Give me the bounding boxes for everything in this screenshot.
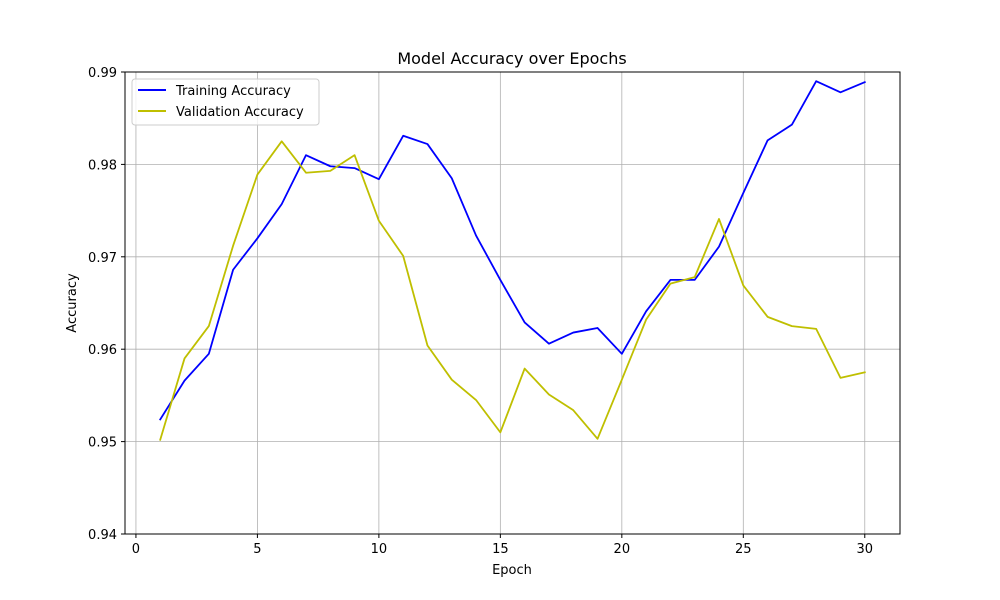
x-axis-label: Epoch — [492, 563, 532, 578]
x-tick-label: 15 — [492, 542, 509, 557]
legend-label-validation: Validation Accuracy — [176, 105, 304, 120]
validation-accuracy-line — [159, 140, 866, 441]
axis-ticks: 0 5 10 15 20 25 30 0.94 0.95 0.96 0.97 0.98 0.99 — [88, 66, 873, 557]
chart-title: Model Accuracy over Epochs — [397, 49, 626, 68]
x-tick-label: 10 — [371, 542, 388, 557]
y-tick-label: 0.96 — [88, 343, 117, 358]
y-tick-label: 0.94 — [88, 528, 117, 543]
x-tick-label: 30 — [856, 542, 873, 557]
legend-box — [131, 78, 320, 126]
x-tick-label: 25 — [735, 542, 752, 557]
legend-label-training: Training Accuracy — [175, 84, 291, 99]
x-tick-label: 20 — [614, 542, 631, 557]
series-lines — [158, 80, 866, 441]
training-accuracy-line — [158, 80, 866, 421]
y-tick-label: 0.99 — [88, 66, 117, 81]
y-tick-label: 0.95 — [88, 436, 117, 451]
y-tick-label: 0.97 — [88, 251, 117, 266]
y-tick-label: 0.98 — [88, 158, 117, 173]
legend: Training Accuracy Validation Accuracy — [131, 78, 320, 126]
x-tick-label: 0 — [132, 542, 140, 557]
y-axis-label: Accuracy — [65, 273, 80, 333]
plot-frame — [124, 71, 901, 535]
x-tick-label: 5 — [253, 542, 261, 557]
